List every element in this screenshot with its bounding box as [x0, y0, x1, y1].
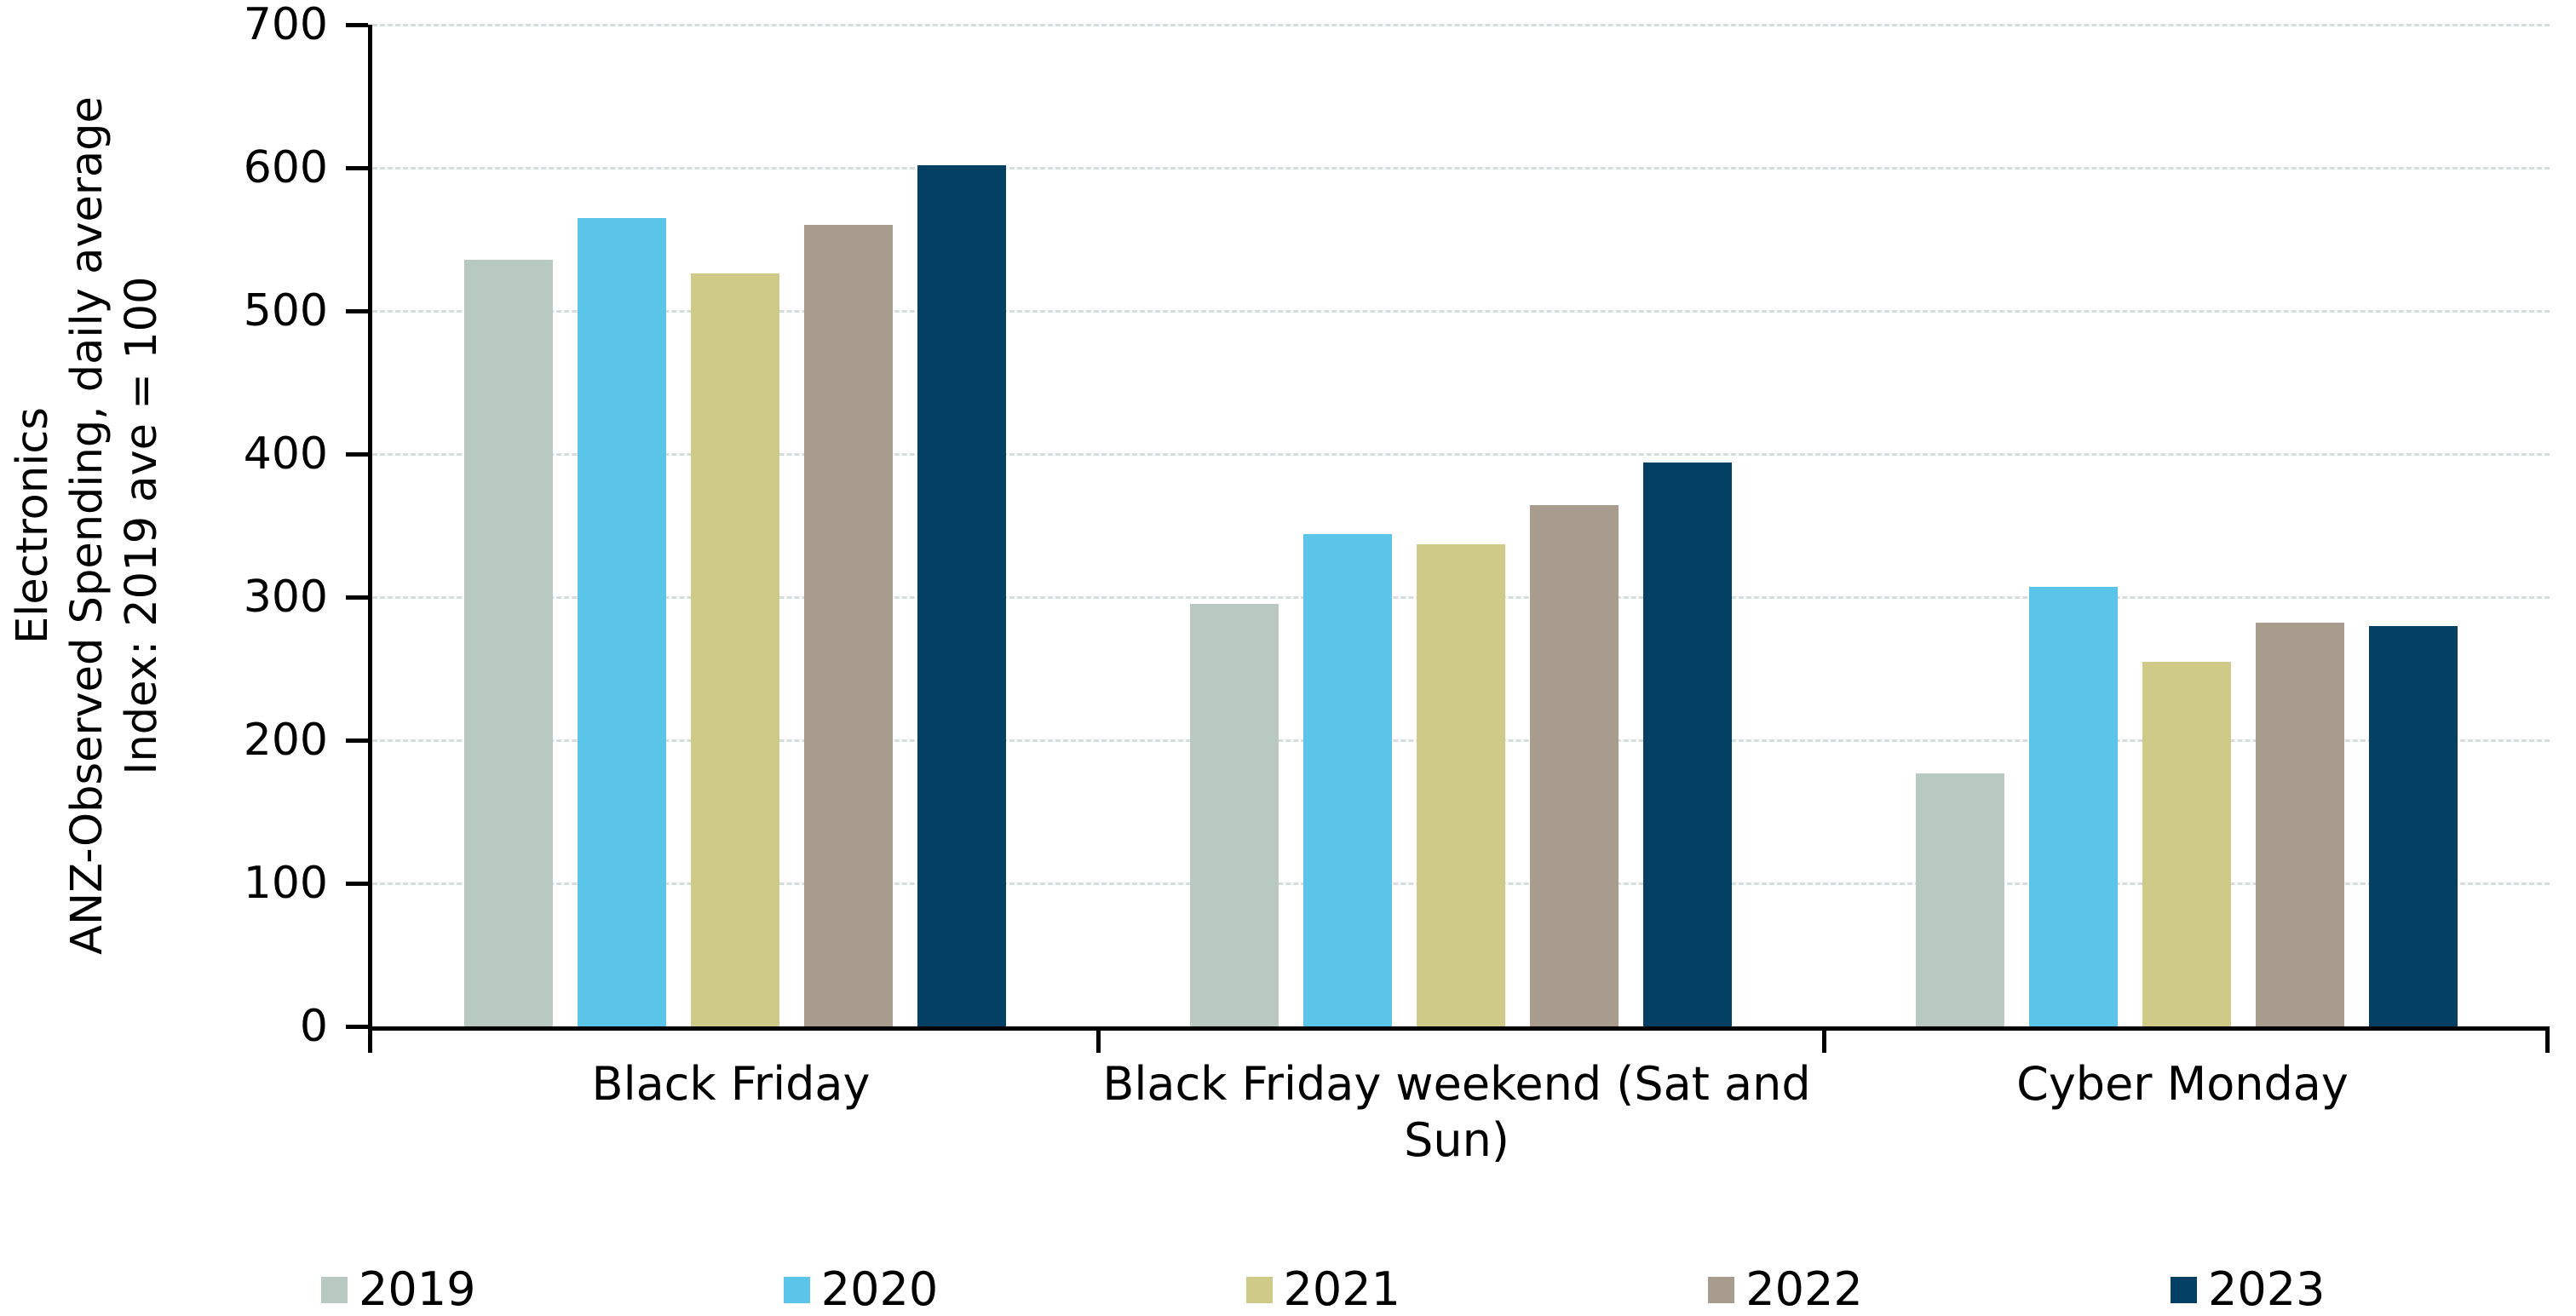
category-label-text: Black Friday weekend (Sat and Sun) [1102, 1057, 1811, 1167]
x-axis-tick-0 [368, 1031, 372, 1053]
legend-label-2021: 2021 [1283, 1262, 1400, 1316]
category-label-text: Cyber Monday [2016, 1057, 2349, 1111]
bar-2022-black-friday [804, 225, 893, 1026]
bar-2021-black-friday-weekend-sat-and-sun- [1417, 544, 1505, 1026]
bar-2019-cyber-monday [1916, 773, 2004, 1026]
category-label-2: Black Friday weekend (Sat and Sun) [1094, 1056, 1820, 1169]
y-tick-label-400: 400 [243, 428, 328, 480]
y-tick-label-200: 200 [243, 715, 328, 766]
y-axis-tick-600 [346, 165, 368, 170]
legend-swatch-2020 [783, 1276, 810, 1303]
bar-2023-black-friday-weekend-sat-and-sun- [1643, 463, 1732, 1026]
bar-2022-cyber-monday [2256, 623, 2344, 1026]
bar-2023-black-friday [917, 165, 1006, 1026]
y-tick-label-100: 100 [243, 858, 328, 909]
bar-2020-cyber-monday [2029, 587, 2118, 1026]
y-axis-tick-0 [346, 1024, 368, 1029]
category-label-text: Black Friday [591, 1057, 871, 1111]
y-axis-tick-400 [346, 451, 368, 457]
y-tick-label-500: 500 [243, 285, 328, 336]
x-axis-tick-1 [1095, 1031, 1101, 1053]
y-axis-tick-200 [346, 738, 368, 743]
bar-2021-cyber-monday [2142, 662, 2231, 1026]
gridline-700 [372, 23, 2550, 26]
gridline-400 [372, 452, 2550, 456]
gridline-600 [372, 166, 2550, 170]
legend-item-2020: 2020 [783, 1262, 939, 1316]
legend-item-2023: 2023 [2171, 1267, 2325, 1313]
legend-swatch-2022 [1708, 1276, 1735, 1303]
legend-swatch-2021 [1245, 1276, 1273, 1303]
plot-area [346, 22, 2550, 1053]
legend-swatch-2023 [2171, 1276, 2197, 1303]
y-tick-label-0: 0 [299, 1001, 328, 1052]
y-axis-tick-300 [346, 595, 368, 600]
legend-label-2022: 2022 [1745, 1262, 1863, 1316]
y-axis-tick-500 [346, 308, 368, 313]
category-label-3: Cyber Monday [1820, 1056, 2545, 1112]
legend-swatch-2019 [321, 1276, 348, 1303]
bar-2020-black-friday-weekend-sat-and-sun- [1303, 534, 1392, 1026]
y-tick-label-600: 600 [243, 142, 328, 193]
bar-2021-black-friday [691, 273, 779, 1026]
gridline-500 [372, 309, 2550, 313]
legend-item-2022: 2022 [1708, 1262, 1863, 1316]
y-axis-tick-700 [346, 22, 368, 27]
x-axis-tick-3 [2545, 1031, 2550, 1053]
legend-item-2021: 2021 [1245, 1262, 1400, 1316]
category-label-1: Black Friday [368, 1056, 1094, 1112]
bar-2020-black-friday [578, 218, 666, 1026]
legend-item-2019: 2019 [321, 1267, 475, 1313]
bar-2019-black-friday-weekend-sat-and-sun- [1190, 604, 1279, 1026]
legend-label-2023: 2023 [2208, 1262, 2326, 1316]
legend-label-2019: 2019 [359, 1262, 476, 1316]
legend-label-2020: 2020 [820, 1262, 939, 1316]
bar-2019-black-friday [464, 260, 553, 1026]
bar-2023-cyber-monday [2369, 626, 2458, 1026]
x-axis-tick-2 [1821, 1031, 1826, 1053]
y-tick-label-300: 300 [243, 572, 328, 623]
y-tick-label-700: 700 [243, 0, 328, 50]
bar-2022-black-friday-weekend-sat-and-sun- [1530, 505, 1619, 1026]
y-axis-tick-100 [346, 881, 368, 886]
